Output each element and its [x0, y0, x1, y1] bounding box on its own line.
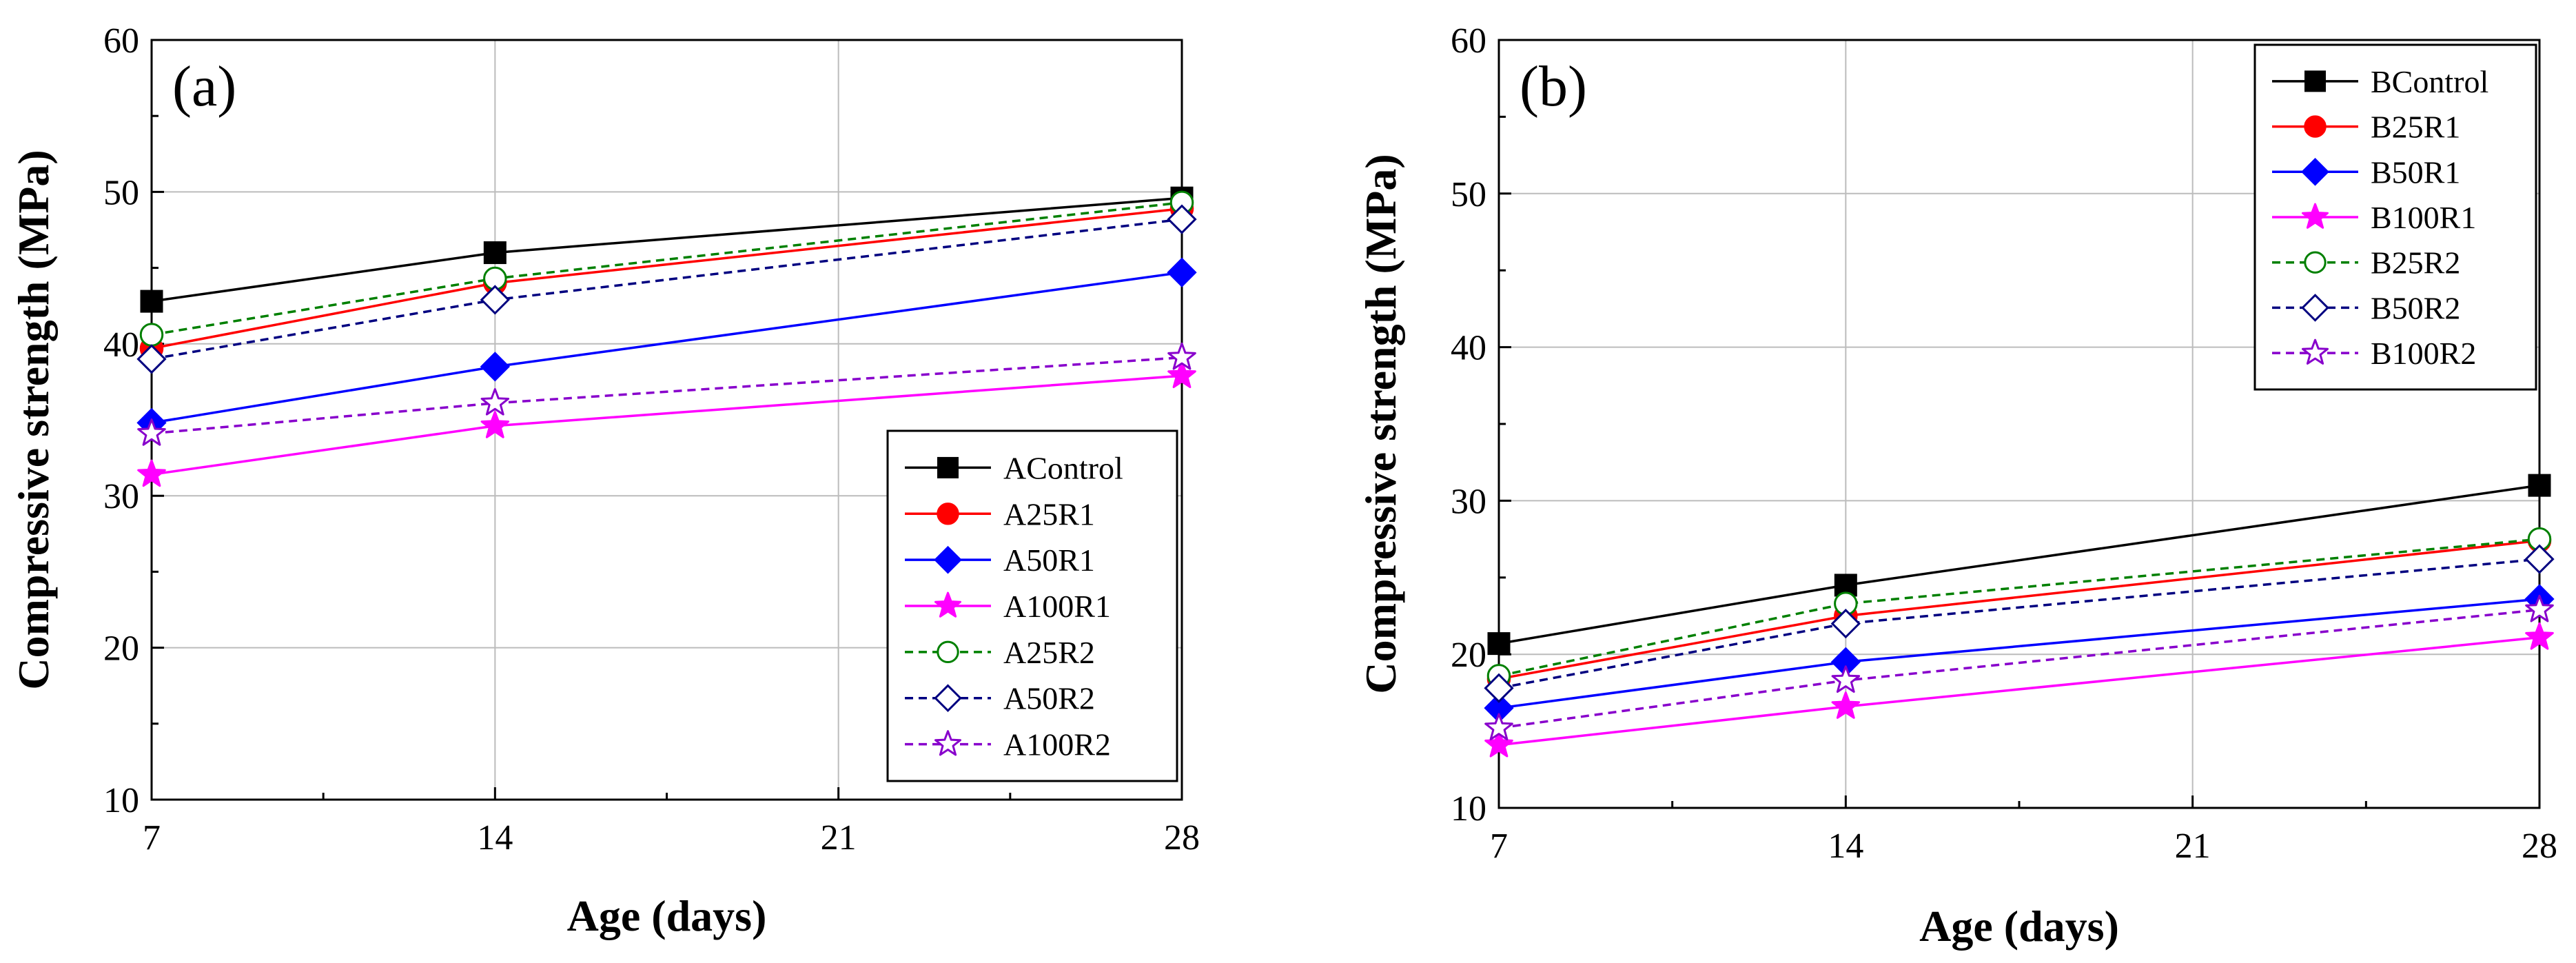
- x-tick-label: 7: [1490, 827, 1508, 866]
- x-axis-title: Age (days): [567, 891, 767, 940]
- legend-label: A100R1: [1003, 589, 1111, 624]
- point-acontrol: [483, 241, 507, 265]
- point-a100r2: [137, 418, 166, 446]
- y-tick-label: 40: [103, 325, 139, 365]
- point-b100r1: [2525, 622, 2554, 650]
- legend-marker-a50r2: [934, 684, 962, 713]
- y-tick-label: 10: [103, 781, 139, 820]
- legend-marker-b50r2: [2301, 294, 2329, 322]
- x-tick-label: 28: [1164, 818, 1200, 858]
- y-tick-label: 10: [1451, 789, 1486, 829]
- point-b100r2: [2525, 594, 2554, 622]
- point-a50r1: [1167, 257, 1197, 287]
- legend-label: B25R2: [2371, 245, 2460, 281]
- y-tick-label: 40: [1451, 329, 1486, 368]
- point-bcontrol: [2528, 474, 2551, 497]
- legend-label: A50R1: [1003, 543, 1095, 578]
- series-line-a50r1: [151, 271, 1183, 425]
- point-b50r2: [1830, 609, 1861, 639]
- y-tick-label: 60: [103, 21, 139, 61]
- legend-marker-a100r1: [934, 591, 961, 618]
- point-a100r1: [480, 411, 510, 438]
- x-tick-label: 7: [143, 818, 161, 858]
- chart-b: 7 14 21 28 10 20 30 40 50 60 Age (days) Compressive…: [1356, 21, 2557, 951]
- point-a100r2: [1167, 342, 1196, 370]
- series-line-b50r2: [1498, 558, 2540, 689]
- series-line-a100r2: [151, 356, 1183, 435]
- y-tick-label: 30: [1451, 482, 1486, 521]
- point-a25r2: [139, 323, 164, 347]
- y-tick-label: 50: [1451, 175, 1486, 214]
- point-acontrol: [140, 290, 163, 313]
- legend-marker-b50r1: [2301, 157, 2329, 186]
- y-tick-label: 30: [103, 477, 139, 516]
- x-tick-label: 14: [477, 818, 513, 858]
- panel-label: (b): [1520, 54, 1587, 119]
- point-a100r1: [137, 459, 166, 487]
- legend-marker-acontrol: [937, 456, 959, 478]
- legend-label: B100R2: [2371, 336, 2476, 371]
- y-tick-label: 50: [103, 173, 139, 212]
- y-tick-label: 20: [1451, 636, 1486, 675]
- legend-label: B25R1: [2371, 110, 2460, 145]
- series-line-b100r1: [1498, 636, 2540, 747]
- y-tick-label: 60: [1451, 21, 1486, 61]
- legend-marker-b100r1: [2302, 203, 2329, 229]
- x-tick-label: 14: [1828, 827, 1863, 866]
- legend-label: B50R1: [2371, 154, 2460, 190]
- legend-marker-a100r2: [934, 730, 961, 756]
- point-a100r1: [1167, 361, 1196, 388]
- legend-marker-b25r1: [2304, 115, 2327, 138]
- point-b50r2: [1484, 673, 1514, 703]
- point-bcontrol: [1487, 632, 1511, 656]
- point-a50r2: [480, 285, 510, 315]
- series-line-a50r2: [151, 218, 1183, 361]
- point-b100r1: [1831, 691, 1861, 719]
- legend-label: B100R1: [2371, 200, 2476, 235]
- legend-marker-a25r1: [937, 503, 959, 525]
- legend-label: A100R2: [1003, 727, 1111, 762]
- point-a50r2: [1167, 204, 1197, 234]
- x-tick-label: 21: [2175, 827, 2211, 866]
- y-tick-label: 20: [103, 629, 139, 669]
- y-axis-title: Compressive strength (MPa): [9, 150, 58, 689]
- x-tick-label: 28: [2522, 827, 2557, 866]
- legend-marker-b100r2: [2302, 338, 2329, 365]
- legend-label: AControl: [1003, 450, 1123, 485]
- series-line-b25r2: [1498, 538, 2540, 678]
- legend-label: A50R2: [1003, 681, 1095, 716]
- point-a50r1: [480, 352, 510, 382]
- legend-marker-a25r2: [937, 640, 959, 664]
- point-a100r2: [480, 388, 510, 416]
- legend-marker-a50r1: [934, 545, 962, 574]
- point-b100r2: [1831, 665, 1861, 693]
- panel-label: (a): [172, 54, 236, 119]
- x-tick-label: 21: [821, 818, 857, 858]
- series-line-acontrol: [151, 196, 1183, 303]
- point-b50r2: [2524, 544, 2555, 574]
- legend-label: B50R2: [2371, 290, 2460, 325]
- series-line-bcontrol: [1498, 484, 2540, 645]
- legend-marker-b25r2: [2304, 251, 2327, 274]
- y-axis-title: Compressive strength (MPa): [1356, 154, 1405, 693]
- legend-marker-bcontrol: [2304, 70, 2326, 92]
- legend-label: A25R1: [1003, 496, 1095, 531]
- point-b100r1: [1484, 729, 1513, 758]
- point-a50r2: [136, 344, 167, 374]
- x-axis-title: Age (days): [1919, 902, 2119, 951]
- point-b100r2: [1484, 713, 1513, 740]
- series-line-b100r2: [1498, 608, 2540, 729]
- legend-label: BControl: [2371, 64, 2488, 99]
- legend-label: A25R2: [1003, 635, 1095, 670]
- chart-a: 7 14 21 28 10 20 30 40 50 60 Age (days) Compressive…: [9, 21, 1200, 940]
- series-line-a25r2: [151, 201, 1183, 336]
